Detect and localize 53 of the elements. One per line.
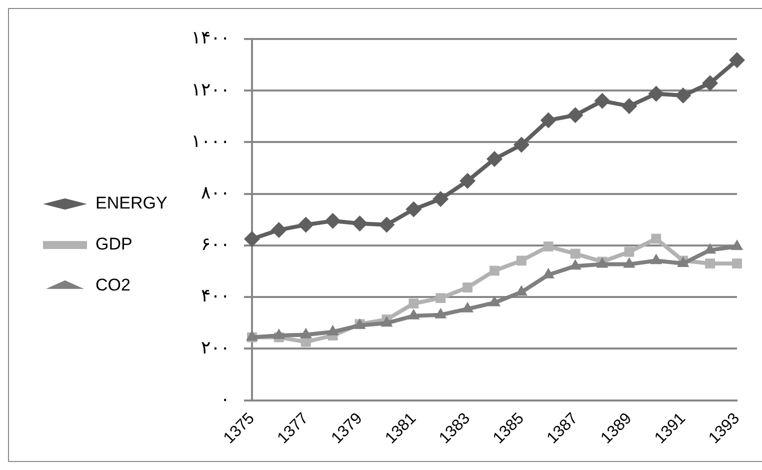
legend-label: ENERGY bbox=[96, 194, 168, 213]
point bbox=[298, 216, 314, 233]
point bbox=[569, 259, 582, 270]
point bbox=[380, 316, 393, 327]
point bbox=[272, 328, 285, 339]
point bbox=[462, 282, 472, 292]
point bbox=[705, 258, 716, 268]
point bbox=[732, 258, 742, 268]
point bbox=[621, 98, 638, 114]
point bbox=[624, 246, 634, 257]
point bbox=[516, 256, 526, 266]
point bbox=[460, 172, 476, 189]
point bbox=[300, 328, 312, 338]
point bbox=[488, 296, 501, 306]
point bbox=[326, 324, 339, 336]
point bbox=[270, 222, 287, 238]
y-tick-label: ۴۰۰ bbox=[200, 286, 230, 307]
point bbox=[352, 216, 368, 232]
point bbox=[730, 239, 744, 250]
point bbox=[623, 257, 636, 268]
point bbox=[567, 107, 584, 124]
legend-label: GDP bbox=[96, 234, 132, 254]
point bbox=[513, 136, 530, 153]
point bbox=[432, 190, 449, 207]
point bbox=[244, 230, 260, 247]
point bbox=[594, 92, 610, 109]
y-tick-label: ۰ bbox=[220, 388, 230, 410]
point bbox=[702, 75, 718, 92]
point bbox=[408, 308, 420, 320]
y-tick-label: ۲۰۰ bbox=[200, 337, 230, 358]
point bbox=[543, 242, 554, 252]
point bbox=[729, 52, 745, 68]
point bbox=[408, 298, 419, 308]
point bbox=[436, 293, 446, 304]
y-tick-label: ۸۰۰ bbox=[200, 182, 230, 204]
point bbox=[324, 212, 341, 229]
point bbox=[675, 88, 692, 104]
y-tick-label: ۱۰۰۰ bbox=[191, 130, 230, 152]
point bbox=[648, 86, 664, 102]
y-tick-label: ۱۲۰۰ bbox=[191, 79, 230, 100]
point bbox=[406, 201, 422, 218]
point bbox=[486, 150, 502, 167]
legend-label: CO2 bbox=[96, 276, 130, 295]
point bbox=[651, 234, 662, 244]
point bbox=[570, 248, 580, 259]
y-tick-label: ۶۰۰ bbox=[200, 234, 230, 256]
point bbox=[461, 302, 474, 312]
point bbox=[650, 254, 662, 264]
point bbox=[434, 308, 447, 318]
point bbox=[490, 266, 500, 276]
point bbox=[378, 216, 395, 233]
y-tick-label: ۱۴۰۰ bbox=[191, 28, 230, 49]
point bbox=[540, 112, 556, 128]
